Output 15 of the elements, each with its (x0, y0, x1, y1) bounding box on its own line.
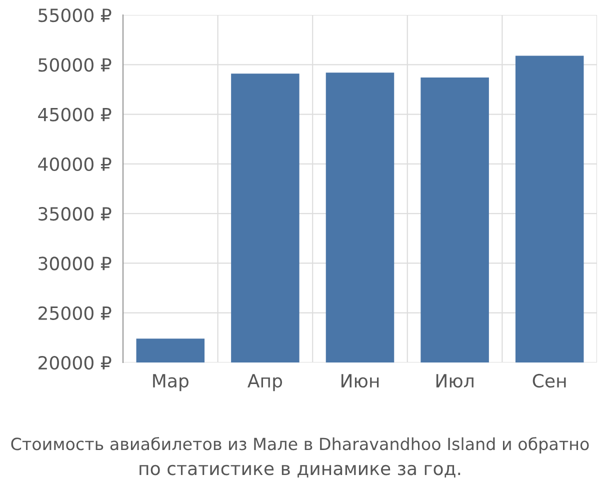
y-tick-label: 40000 ₽ (38, 157, 112, 172)
x-tick-label: Июл (436, 374, 474, 388)
y-tick-label: 55000 ₽ (38, 8, 112, 22)
y-tick-label: 50000 ₽ (38, 58, 112, 72)
y-tick-label: 20000 ₽ (38, 356, 112, 370)
y-tick-label: 25000 ₽ (38, 306, 112, 320)
text: Стоимость авиабилетов из Мале в Dharavandhoo Island и обратно (11, 437, 589, 454)
y-tick-label: 30000 ₽ (38, 256, 112, 270)
y-tick-label: 35000 ₽ (38, 207, 112, 221)
x-tick-label: Сен (532, 374, 566, 388)
text: по статистике в динамике за год. (140, 464, 460, 478)
x-tick-label: Июн (342, 374, 379, 388)
x-tick-label: Мар (153, 374, 188, 392)
x-tick-label: Апр (248, 374, 282, 392)
y-tick-label: 45000 ₽ (38, 108, 112, 122)
